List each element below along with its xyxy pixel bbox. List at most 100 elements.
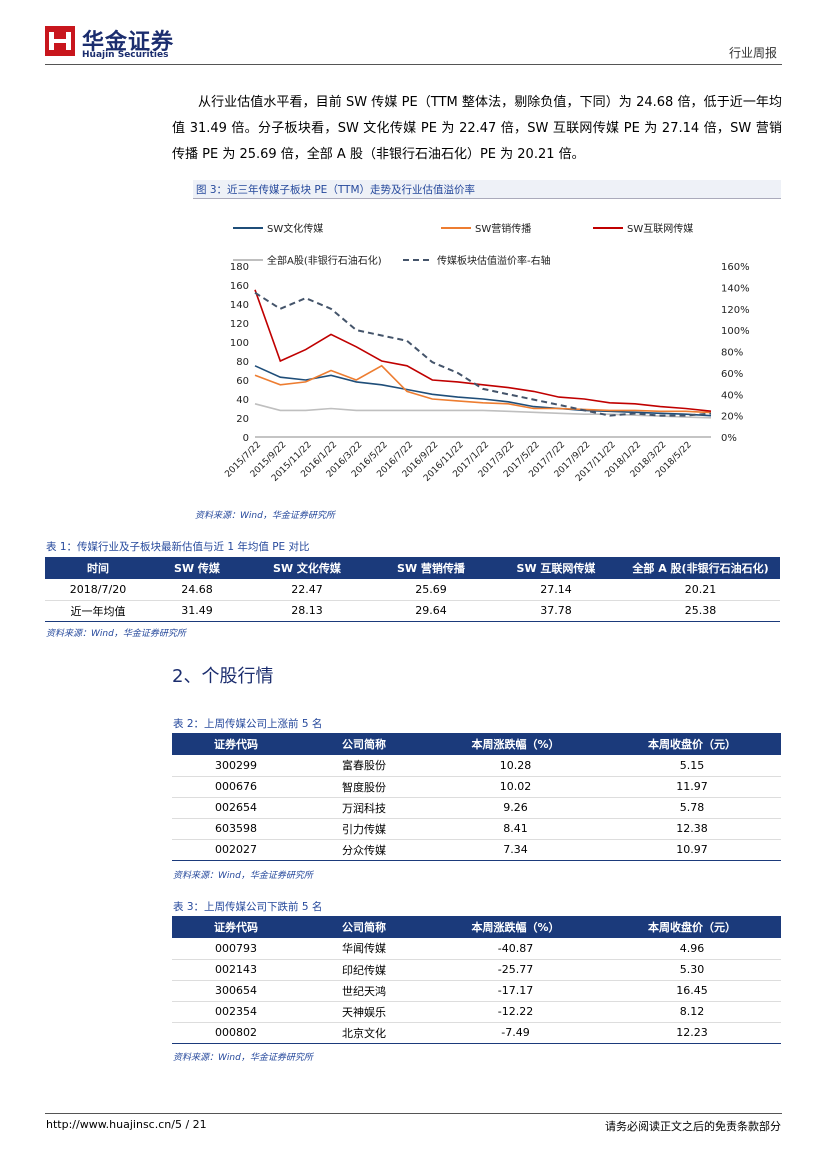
y2-tick-label: 100% xyxy=(721,326,750,337)
y2-tick-label: 140% xyxy=(721,283,750,294)
y2-tick-label: 160% xyxy=(721,262,750,273)
legend-label: 全部A股(非银行石油石化) xyxy=(267,254,382,267)
col-header: SW 文化传媒 xyxy=(243,557,371,579)
figure-source: 资料来源：Wind，华金证券研究所 xyxy=(195,511,335,521)
table-cell: 7.34 xyxy=(428,839,603,861)
table-cell: 世纪天鸿 xyxy=(300,980,428,1002)
table-cell: 北京文化 xyxy=(300,1022,428,1044)
col-header: 本周收盘价（元） xyxy=(603,733,781,755)
table-cell: 16.45 xyxy=(603,980,781,1002)
table-cell: 300654 xyxy=(172,980,300,1002)
y-tick-label: 100 xyxy=(230,338,249,349)
col-header: SW 营销传播 xyxy=(371,557,491,579)
y-tick-label: 20 xyxy=(236,414,249,425)
table-cell: 000793 xyxy=(172,938,300,960)
y2-tick-label: 60% xyxy=(721,369,743,380)
y2-tick-label: 20% xyxy=(721,412,743,423)
table-row: 2018/7/20 24.68 22.47 25.69 27.14 20.21 xyxy=(45,579,780,601)
table-cell: 29.64 xyxy=(371,600,491,622)
table-cell: 000802 xyxy=(172,1022,300,1044)
col-header: 证券代码 xyxy=(172,916,300,938)
table-cell: 4.96 xyxy=(603,938,781,960)
table-cell: 9.26 xyxy=(428,797,603,819)
company-name-en: Huajin Securities xyxy=(82,50,169,60)
series-line xyxy=(254,365,712,417)
y-tick-label: 180 xyxy=(230,262,249,273)
y2-tick-label: 80% xyxy=(721,348,743,359)
table-cell: 25.69 xyxy=(371,579,491,601)
table-row: 002354 天神娱乐 -12.22 8.12 xyxy=(172,1001,781,1023)
table-cell: 10.28 xyxy=(428,755,603,777)
table-cell: 12.38 xyxy=(603,818,781,840)
col-header: 本周涨跌幅（%） xyxy=(428,916,603,938)
col-header: 时间 xyxy=(45,557,151,579)
y-tick-label: 140 xyxy=(230,300,249,311)
table-row: 000676 智度股份 10.02 11.97 xyxy=(172,776,781,798)
table-cell: 002143 xyxy=(172,959,300,981)
header-divider xyxy=(45,64,782,65)
table-cell: 印纪传媒 xyxy=(300,959,428,981)
table-cell: 8.41 xyxy=(428,818,603,840)
report-type: 行业周报 xyxy=(728,46,777,60)
table-cell: 11.97 xyxy=(603,776,781,798)
table2-source: 资料来源：Wind，华金证券研究所 xyxy=(173,871,313,881)
footer-url: http://www.huajinsc.cn/5 / 21 xyxy=(46,1118,207,1131)
valuation-paragraph: 从行业估值水平看，目前 SW 传媒 PE（TTM 整体法，剔除负值，下同）为 2… xyxy=(172,95,782,162)
table-cell: 5.30 xyxy=(603,959,781,981)
table-cell: 300299 xyxy=(172,755,300,777)
table-cell: 引力传媒 xyxy=(300,818,428,840)
table-cell: 31.49 xyxy=(151,600,243,622)
table3-source: 资料来源：Wind，华金证券研究所 xyxy=(173,1053,313,1063)
table-cell: -40.87 xyxy=(428,938,603,960)
legend-label: SW营销传播 xyxy=(475,222,531,235)
table-cell: 20.21 xyxy=(621,579,780,601)
legend-label: SW文化传媒 xyxy=(267,222,323,235)
table-row: 300654 世纪天鸿 -17.17 16.45 xyxy=(172,980,781,1002)
table-row: 002143 印纪传媒 -25.77 5.30 xyxy=(172,959,781,981)
table-cell: 8.12 xyxy=(603,1001,781,1023)
table-cell: 分众传媒 xyxy=(300,839,428,861)
col-header: SW 传媒 xyxy=(151,557,243,579)
y-tick-label: 80 xyxy=(236,357,249,368)
company-logo-icon xyxy=(45,26,75,56)
series-line xyxy=(254,364,712,414)
table-cell: 002027 xyxy=(172,839,300,861)
legend-label: SW互联网传媒 xyxy=(627,223,693,235)
table-cell: 2018/7/20 xyxy=(45,579,151,601)
table-cell: -7.49 xyxy=(428,1022,603,1044)
footer-divider xyxy=(45,1113,782,1114)
table-cell: 10.97 xyxy=(603,839,781,861)
losers-table: 证券代码 公司简称 本周涨跌幅（%） 本周收盘价（元） 000793 华闻传媒 -4… xyxy=(172,916,781,1044)
table-cell: 000676 xyxy=(172,776,300,798)
valuation-table: 时间 SW 传媒 SW 文化传媒 SW 营销传播 SW 互联网传媒 全部 A 股… xyxy=(45,557,780,622)
y2-tick-label: 0% xyxy=(721,433,737,444)
table-row: 002654 万润科技 9.26 5.78 xyxy=(172,797,781,819)
table-cell: 5.15 xyxy=(603,755,781,777)
table-cell: 近一年均值 xyxy=(45,600,151,622)
table-row: 603598 引力传媒 8.41 12.38 xyxy=(172,818,781,840)
table-cell: -17.17 xyxy=(428,980,603,1002)
figure-caption-box: 图 3：近三年传媒子板块 PE（TTM）走势及行业估值溢价率 xyxy=(193,180,781,199)
footer-disclaimer: 请务必阅读正文之后的免责条款部分 xyxy=(605,1120,781,1133)
col-header: 公司简称 xyxy=(300,916,428,938)
table-cell: 万润科技 xyxy=(300,797,428,819)
y2-tick-label: 120% xyxy=(721,305,750,316)
table-cell: 37.78 xyxy=(491,600,621,622)
table-row: 近一年均值 31.49 28.13 29.64 37.78 25.38 xyxy=(45,600,780,622)
y-tick-label: 40 xyxy=(236,395,249,406)
table-cell: 002654 xyxy=(172,797,300,819)
col-header: 证券代码 xyxy=(172,733,300,755)
legend-label: 传媒板块估值溢价率-右轴 xyxy=(437,254,551,267)
table-cell: 5.78 xyxy=(603,797,781,819)
table-cell: -25.77 xyxy=(428,959,603,981)
table-cell: 002354 xyxy=(172,1001,300,1023)
figure-caption: 图 3：近三年传媒子板块 PE（TTM）走势及行业估值溢价率 xyxy=(196,184,476,196)
table-cell: 智度股份 xyxy=(300,776,428,798)
y-tick-label: 60 xyxy=(236,376,249,387)
table-cell: 12.23 xyxy=(603,1022,781,1044)
table-row: 300299 富春股份 10.28 5.15 xyxy=(172,755,781,777)
col-header: SW 互联网传媒 xyxy=(491,557,621,579)
table-cell: 22.47 xyxy=(243,579,371,601)
table-cell: 27.14 xyxy=(491,579,621,601)
